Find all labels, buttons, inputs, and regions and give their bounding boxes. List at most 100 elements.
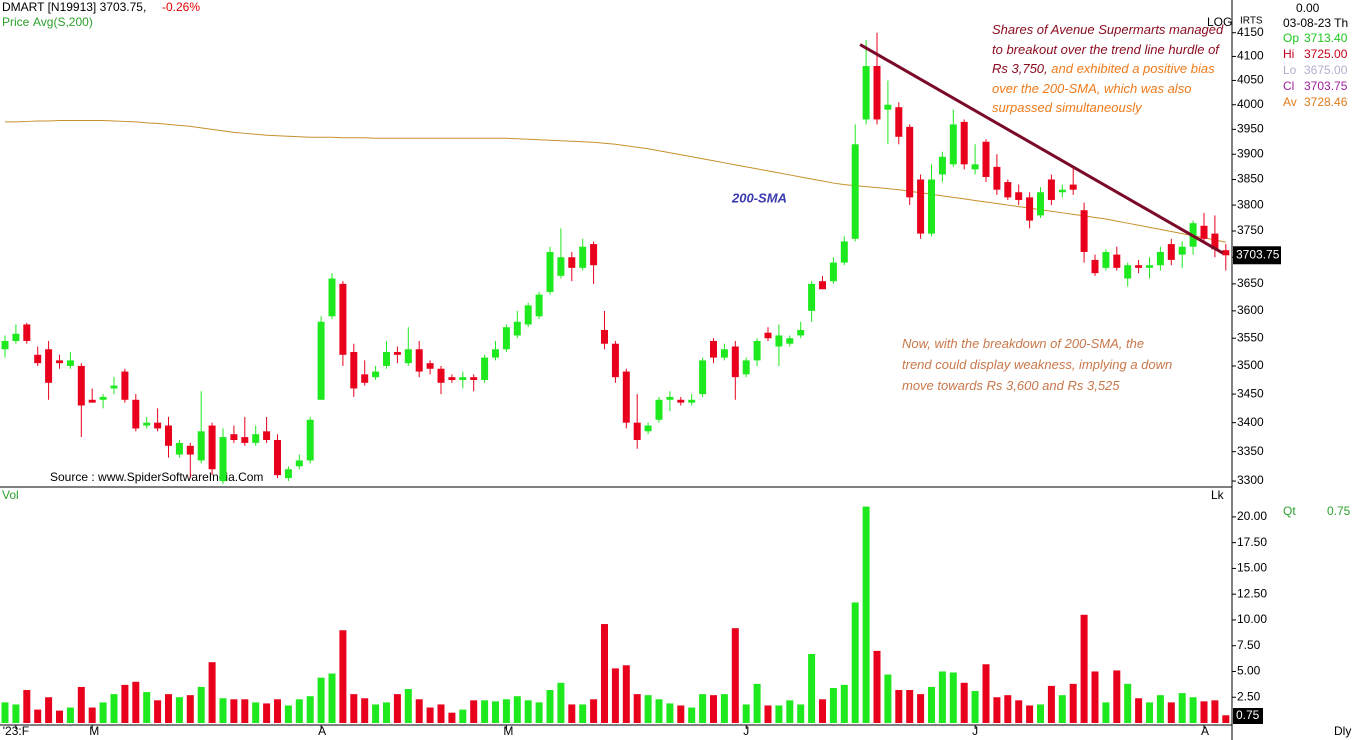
volume-bar — [383, 702, 390, 723]
volume-bar — [492, 701, 499, 723]
volume-bar — [284, 705, 292, 723]
volume-bar — [622, 665, 630, 723]
candle-body — [34, 354, 42, 364]
candle-body — [502, 327, 510, 350]
candle-body — [710, 340, 717, 358]
candle-body — [808, 283, 816, 311]
candle-body — [1037, 192, 1044, 216]
candle-body — [328, 278, 336, 317]
candle-body — [1102, 251, 1110, 268]
volume-bar — [949, 672, 957, 723]
annotation-breakout: Shares of Avenue Supermarts managed to b… — [992, 20, 1230, 118]
y-tick-label: 3350 — [1237, 444, 1264, 458]
volume-bar — [873, 650, 881, 723]
volume-bar — [1200, 701, 1208, 723]
volume-bar — [928, 686, 935, 723]
candle-body — [1015, 192, 1023, 200]
volume-bar — [306, 696, 314, 723]
candle-body — [1069, 184, 1077, 190]
volume-bar — [1047, 685, 1055, 723]
volume-bar — [611, 668, 619, 723]
volume-bar — [960, 682, 968, 723]
volume-bar — [513, 696, 521, 723]
y-tick-label: 4050 — [1237, 73, 1264, 87]
volume-unit: Lk — [1211, 488, 1225, 502]
volume-bar — [230, 699, 238, 723]
volume-tick-label: 5.00 — [1237, 664, 1261, 678]
candle-body — [666, 396, 674, 400]
candle-body — [459, 377, 467, 380]
source: Source : www.SpiderSoftwareIndia.Com — [50, 470, 263, 484]
volume-bar — [1135, 698, 1143, 723]
sma-line — [5, 119, 1226, 243]
volume-bar — [99, 702, 107, 723]
candle-body — [197, 431, 205, 461]
candle-body — [252, 434, 260, 443]
volume-bar — [524, 700, 532, 723]
volume-bar — [938, 671, 946, 723]
candle-body — [851, 144, 859, 239]
candle-body — [1135, 265, 1143, 268]
volume-bar — [731, 628, 739, 723]
candle-body — [1146, 265, 1153, 268]
candle-body — [677, 399, 685, 403]
candle-body — [1026, 197, 1034, 221]
candle-body — [829, 262, 837, 282]
volume-bar — [808, 653, 816, 723]
volume-bar — [1124, 683, 1132, 723]
volume-bar — [165, 694, 172, 723]
volume-bar — [1091, 671, 1099, 723]
candle-body — [426, 363, 434, 369]
header-symbol: DMART [N19913] 3703.75, — [2, 0, 146, 14]
volume-bar — [1178, 693, 1186, 723]
header-price: Price — [2, 15, 30, 29]
volume-bar — [154, 700, 162, 723]
date-label: A — [318, 724, 326, 738]
volume-bar — [56, 710, 63, 723]
candle-body — [415, 349, 423, 372]
volume-bar — [1058, 695, 1066, 723]
candle-body — [884, 104, 892, 110]
candle-body — [306, 419, 314, 461]
volume-title: Vol — [2, 488, 19, 502]
volume-bar — [470, 700, 478, 723]
candle-body — [753, 340, 761, 361]
candle-body — [775, 335, 783, 347]
candle-body — [12, 333, 20, 341]
candle-body — [938, 156, 946, 175]
candle-body — [688, 399, 696, 403]
candle-body — [590, 244, 598, 266]
candle-body — [274, 440, 281, 476]
candle-body — [993, 166, 1001, 190]
volume-bar — [502, 699, 510, 723]
y-tick-label: 4100 — [1237, 49, 1264, 63]
candle-body — [1058, 189, 1066, 193]
date-label: A — [1201, 724, 1209, 738]
volume-bar — [655, 699, 663, 723]
info-value: 3725.00 — [1304, 47, 1348, 61]
candle-body — [928, 179, 935, 234]
volume-bar — [601, 624, 608, 723]
header-avg: Avg(S,200) — [33, 15, 93, 29]
info-label: Hi — [1283, 47, 1294, 61]
volume-bar — [710, 695, 717, 723]
volume-bar — [1015, 700, 1023, 723]
volume-bar — [851, 602, 859, 723]
candle-body — [165, 425, 172, 446]
y-tick-label: 3300 — [1237, 473, 1264, 487]
candle-body — [513, 321, 521, 336]
volume-bar — [121, 684, 129, 723]
candle-body — [633, 422, 641, 441]
date-label: J — [743, 724, 749, 738]
volume-bar — [208, 662, 216, 723]
volume-bar — [590, 699, 598, 723]
candle-body — [699, 360, 707, 395]
volume-bar — [895, 690, 903, 723]
candle-body — [1113, 254, 1121, 268]
candle-body — [862, 65, 870, 120]
candle-body — [481, 357, 489, 380]
volume-bar — [415, 699, 423, 723]
candle-body — [383, 352, 390, 366]
candle-body — [23, 324, 31, 341]
candle-body — [546, 251, 554, 292]
